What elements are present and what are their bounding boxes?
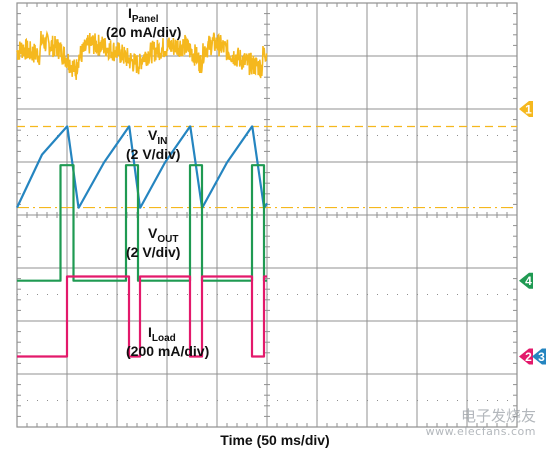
watermark-url: www.elecfans.com: [425, 425, 536, 438]
label-vout-name: VOUT: [148, 225, 178, 245]
label-vout-scale: (2 V/div): [126, 244, 180, 260]
label-ipanel-name: IPanel: [128, 5, 159, 25]
channel-marker: [519, 348, 533, 365]
trace-iload: [17, 275, 267, 358]
traces: [16, 30, 268, 358]
x-axis-label: Time (50 ms/div): [220, 432, 330, 448]
channel-marker: [519, 101, 533, 117]
channel-marker-label: 3: [538, 350, 545, 364]
trace-ipanel: [16, 30, 268, 80]
channel-marker: [519, 272, 533, 289]
channel-marker: [532, 348, 546, 365]
trace-vout: [17, 164, 267, 282]
trace-vin: [16, 125, 268, 209]
label-iload-scale: (200 mA/div): [126, 343, 209, 359]
label-ipanel-scale: (20 mA/div): [106, 24, 181, 40]
channel-labels: IPanel(20 mA/div)VIN(2 V/div)VOUT(2 V/di…: [106, 5, 209, 359]
grid: [16, 2, 518, 428]
label-vin-name: VIN: [148, 127, 167, 147]
channel-marker-label: 4: [525, 274, 532, 288]
label-iload-name: ILoad: [148, 324, 176, 344]
channel-marker-label: 2: [525, 350, 532, 364]
watermark-name: 电子发烧友: [460, 407, 536, 425]
label-vin-scale: (2 V/div): [126, 146, 180, 162]
channel-marker-label: 1: [525, 103, 532, 117]
reference-lines: [17, 125, 517, 209]
channel-markers: 1 4 2 3: [519, 101, 546, 365]
watermark-logo: 电子发烧友 www.elecfans.com: [426, 409, 536, 439]
